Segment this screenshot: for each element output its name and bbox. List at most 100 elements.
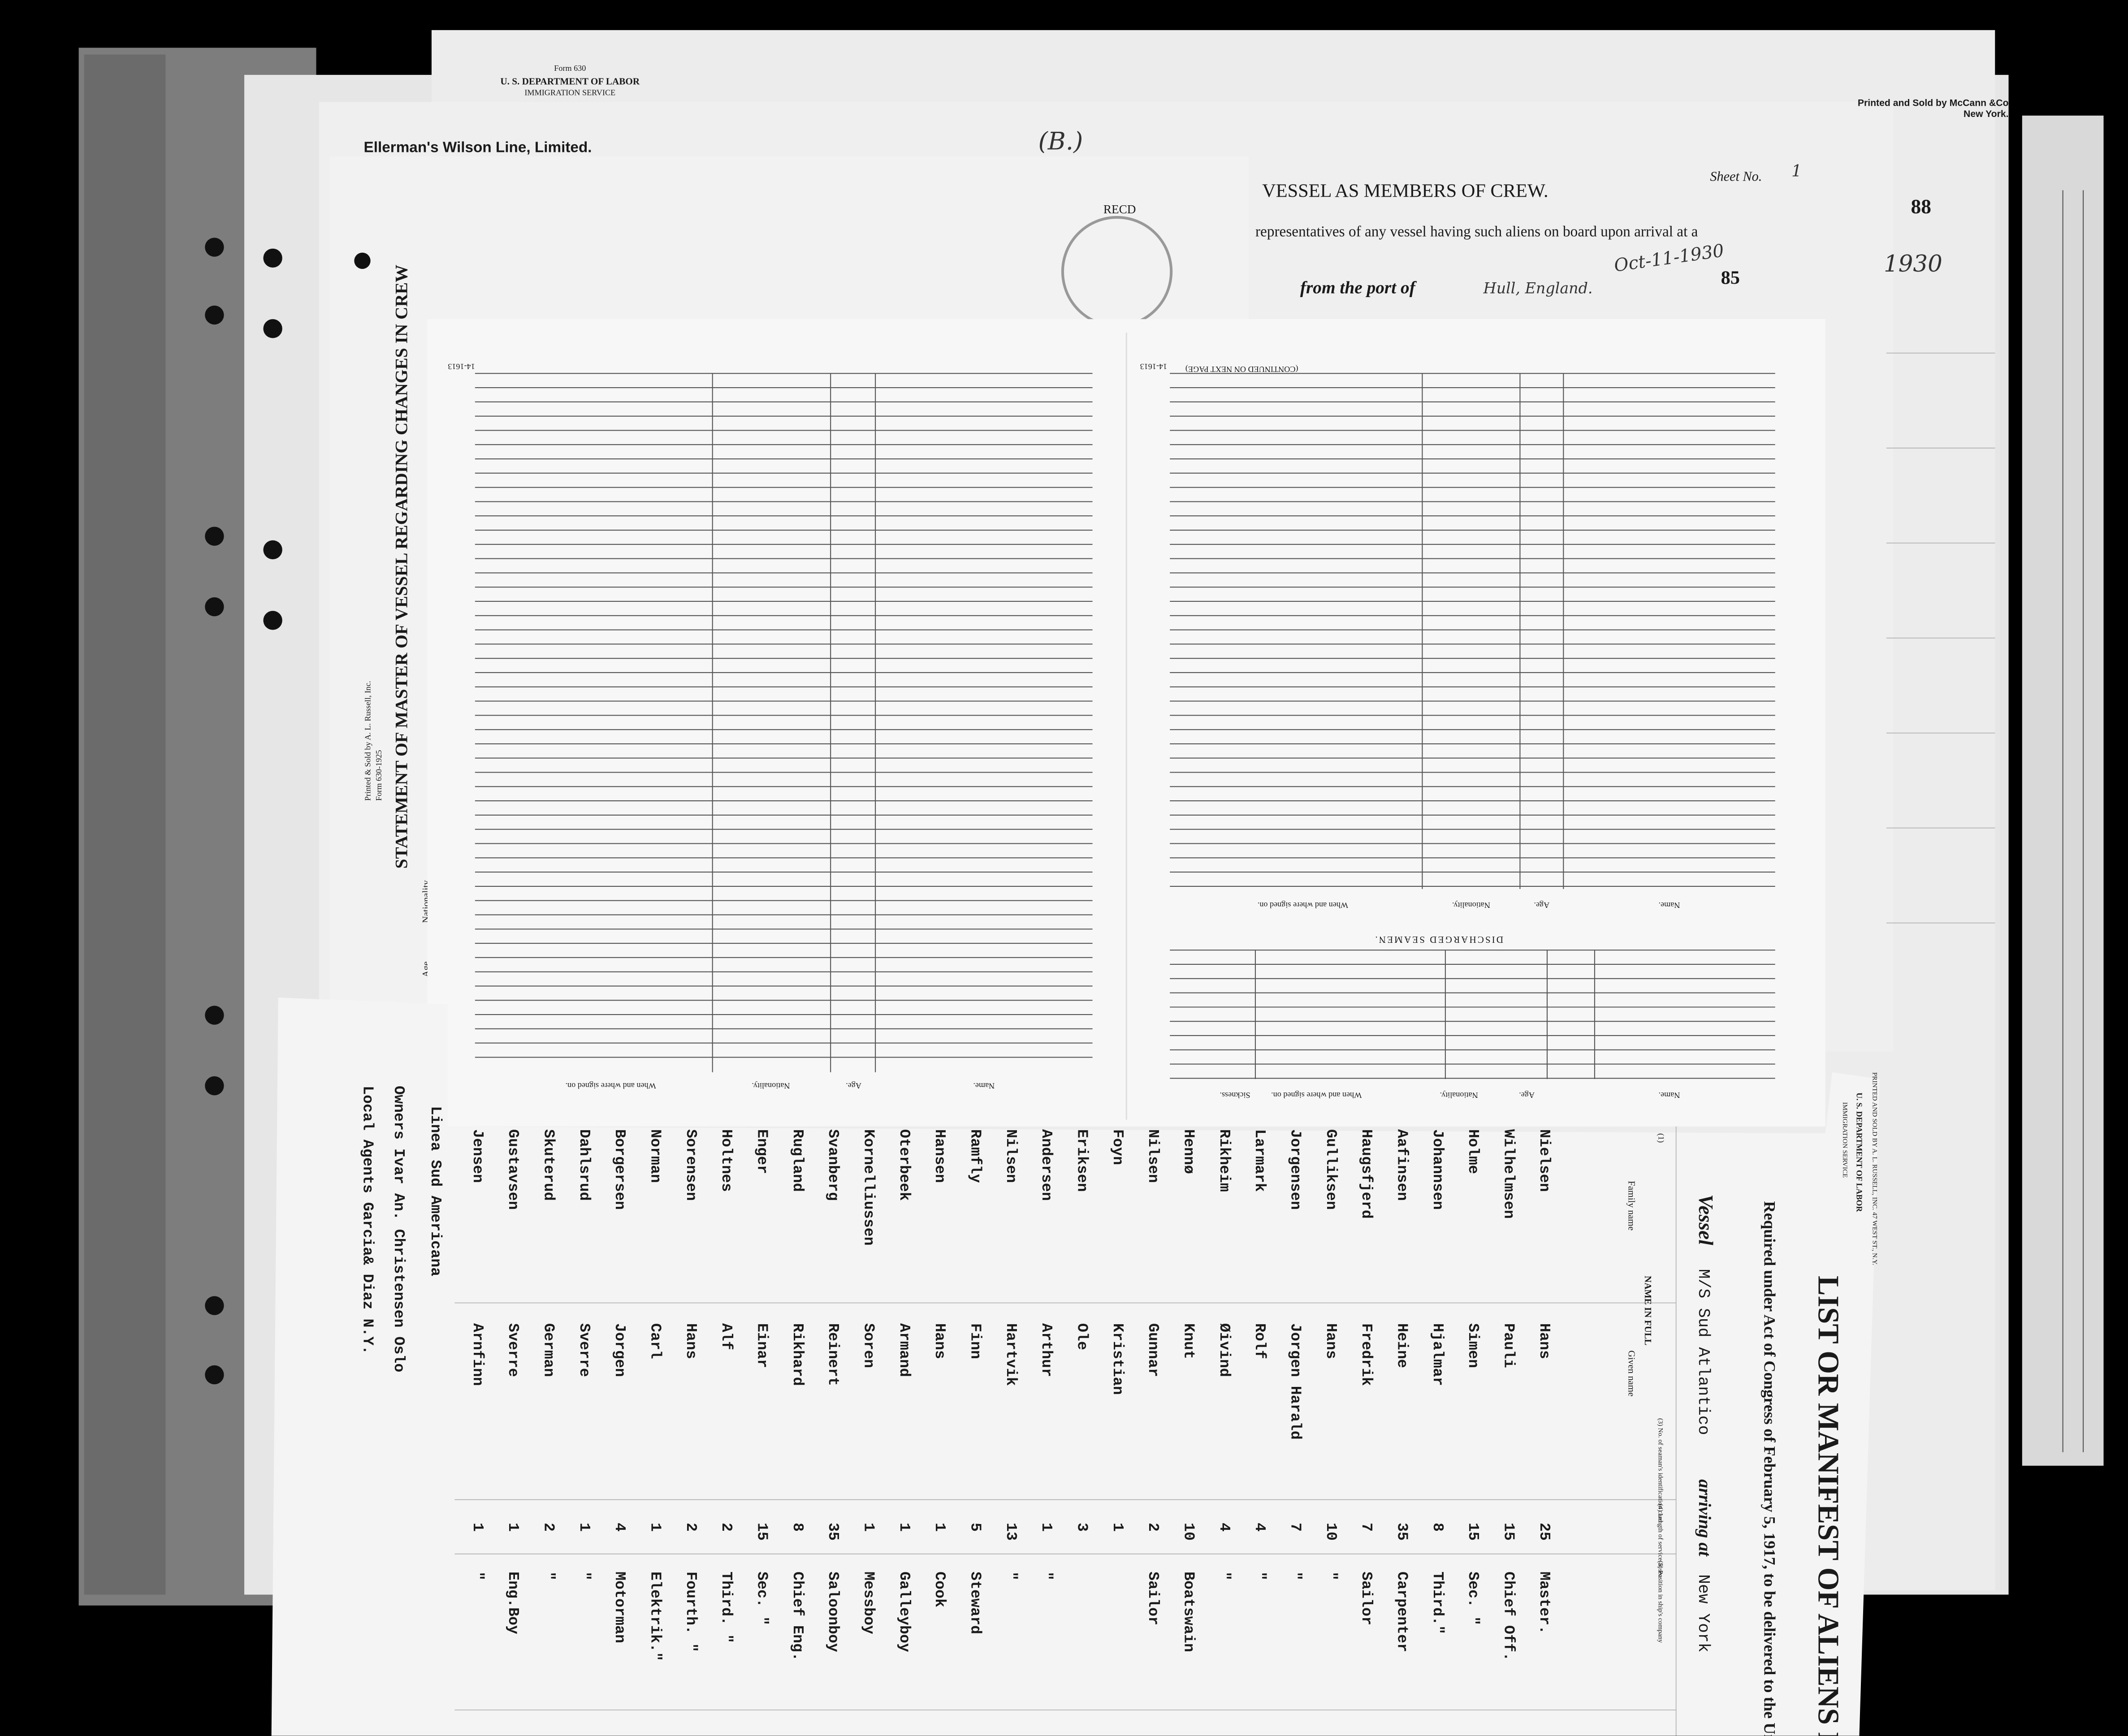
position: Chief Eng. <box>789 1572 806 1661</box>
given-name: Pauli <box>1501 1323 1518 1368</box>
family-name: Aafinsen <box>1394 1129 1411 1201</box>
column-header: Name. <box>973 1081 995 1090</box>
service-length: 10 <box>1180 1523 1197 1541</box>
service-length: 4 <box>1251 1523 1268 1532</box>
column-header: (4) Length of service at sea <box>1657 1504 1664 1578</box>
hole <box>263 611 282 630</box>
hole <box>263 248 282 268</box>
given-name: Hjalmar <box>1429 1323 1446 1386</box>
statement-form: Form 630-1925 <box>374 750 383 801</box>
form-title: VESSEL AS MEMBERS OF CREW. <box>1262 181 1548 202</box>
given-name: Hans <box>1323 1323 1340 1359</box>
family-name: Holtnes <box>718 1129 735 1192</box>
hole <box>205 1076 224 1096</box>
hole <box>354 252 371 269</box>
agents: Local Agents Garcia& Diaz N.Y. <box>359 1086 376 1354</box>
handwritten-mark: (B.) <box>1038 127 1083 155</box>
given-name: Kristian <box>1109 1323 1126 1395</box>
ledger-lines <box>1886 190 2084 1452</box>
position: Elektrik." <box>647 1572 664 1661</box>
arriving-label: arriving at <box>1695 1479 1715 1557</box>
position: " <box>1251 1572 1268 1581</box>
given-name: Soren <box>860 1323 877 1368</box>
given-name: Alf <box>718 1323 735 1350</box>
position: " <box>469 1572 486 1581</box>
family-name: Rikheim <box>1216 1129 1233 1192</box>
service-length: 15 <box>1501 1523 1518 1541</box>
family-name: Gulliksen <box>1323 1129 1340 1210</box>
given-name: Carl <box>647 1323 664 1359</box>
service-length: 4 <box>1216 1523 1233 1532</box>
column-header: When and where signed on. <box>1271 1091 1362 1100</box>
upside-down-headers: 14-1613 14-1613 (CONTINUED ON NEXT PAGE)… <box>448 362 1680 1100</box>
hole <box>205 1006 224 1025</box>
position: Galleyboy <box>896 1572 913 1652</box>
manifest-printer: PRINTED AND SOLD BY A. L. RUSSELL, INC. … <box>1871 1072 1878 1265</box>
family-name: Nilsen <box>1145 1129 1162 1183</box>
column-header: (1) <box>1656 1133 1665 1143</box>
family-name: Jorgensen <box>1287 1129 1304 1210</box>
port: Hull, England. <box>1483 280 1593 297</box>
ruled-lines <box>475 373 1775 1079</box>
given-name: Armand <box>896 1323 913 1377</box>
sheet-number: 1 <box>1791 161 1802 181</box>
given-name: Simen <box>1465 1323 1482 1368</box>
family-name: Gustavsen <box>505 1129 522 1210</box>
manifest-department: U. S. DEPARTMENT OF LABOR <box>1855 1093 1864 1212</box>
position: Chief Off. <box>1501 1572 1518 1661</box>
given-name: Jorgen <box>611 1323 628 1377</box>
service-length: 1 <box>1038 1523 1055 1532</box>
family-name: Norman <box>647 1129 664 1183</box>
stamp-number: 85 <box>1721 267 1740 288</box>
position: " <box>1323 1572 1340 1581</box>
family-name: Johannsen <box>1429 1129 1446 1210</box>
column-header: Nationality. <box>1452 901 1490 910</box>
given-name: Arthur <box>1038 1323 1055 1377</box>
service-length: 15 <box>753 1523 770 1541</box>
line-name: Linea Sud Americana <box>427 1106 444 1276</box>
given-name: Finn <box>967 1323 984 1359</box>
family-name: Ramfly <box>967 1129 984 1183</box>
position: Master. <box>1536 1572 1553 1634</box>
given-name: Einar <box>753 1323 770 1368</box>
column-header: Age. <box>1519 1091 1535 1100</box>
given-name: Sverre <box>505 1323 522 1377</box>
hole <box>205 1365 224 1385</box>
given-name: Ole <box>1073 1323 1090 1350</box>
family-name: Wilhelmsen <box>1501 1129 1518 1219</box>
printer-city: New York. <box>1964 109 2009 119</box>
given-name: Sverre <box>576 1323 593 1377</box>
service-length: 1 <box>1109 1523 1126 1532</box>
column-header: Name. <box>1659 1091 1680 1100</box>
manifest-subtitle: Required under Act of Congress of Februa… <box>1760 1201 1778 1736</box>
column-header: (5) Position in ship's company <box>1657 1561 1664 1643</box>
service-length: 1 <box>647 1523 664 1532</box>
column-header: When and where signed on. <box>1258 901 1348 910</box>
manifest-column-lines <box>454 1126 1677 1736</box>
position: " <box>1003 1572 1020 1581</box>
position: Third." <box>1429 1572 1446 1634</box>
service-length: 1 <box>931 1523 948 1532</box>
service: IMMIGRATION SERVICE <box>524 88 615 97</box>
manifest-service: IMMIGRATION SERVICE <box>1841 1102 1848 1178</box>
page-number: 88 <box>1911 195 1931 218</box>
column-header: (3) No. of seaman's identification card <box>1657 1418 1664 1522</box>
hole <box>205 238 224 257</box>
hole <box>205 527 224 546</box>
owners: Owners Ivar An. Christensen Oslo <box>390 1086 407 1372</box>
form-number: 14-1613 <box>448 362 475 371</box>
position: Messboy <box>860 1572 877 1634</box>
given-name: German <box>540 1323 557 1377</box>
stamp-text: RECD <box>1103 203 1136 216</box>
given-name: Rikhard <box>789 1323 806 1386</box>
given-name: Hartvik <box>1003 1323 1020 1386</box>
manifest-sheet <box>271 998 1880 1736</box>
service-length: 1 <box>576 1523 593 1532</box>
service-length: 1 <box>469 1523 486 1532</box>
position: Sailor <box>1145 1572 1162 1625</box>
manifest-title: LIST OR MANIFEST OF ALIENS EM <box>1812 1276 1845 1736</box>
position: Sec. " <box>753 1572 770 1625</box>
service-length: 35 <box>1394 1523 1411 1541</box>
position: " <box>576 1572 593 1581</box>
